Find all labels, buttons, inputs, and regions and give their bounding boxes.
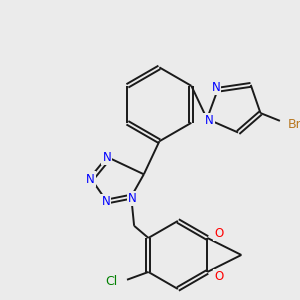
- Text: N: N: [102, 195, 110, 208]
- Text: Br: Br: [288, 118, 300, 131]
- Text: O: O: [214, 226, 224, 240]
- Text: N: N: [86, 173, 95, 186]
- Text: Cl: Cl: [105, 275, 118, 288]
- Text: N: N: [128, 192, 136, 205]
- Text: N: N: [103, 151, 111, 164]
- Text: N: N: [212, 81, 220, 94]
- Text: O: O: [214, 270, 224, 283]
- Text: N: N: [205, 114, 213, 127]
